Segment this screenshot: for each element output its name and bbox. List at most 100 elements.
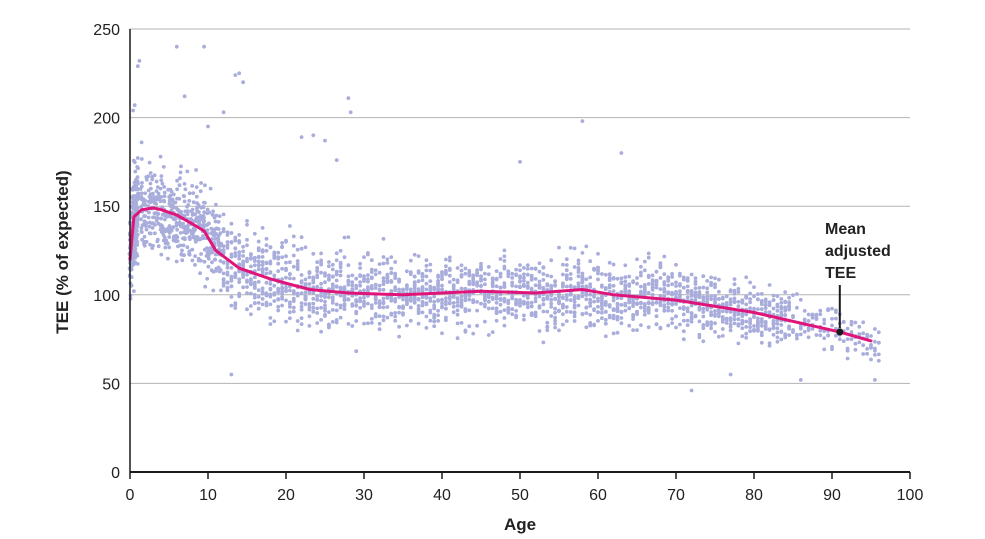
data-point <box>327 323 331 328</box>
data-point <box>432 299 437 304</box>
data-point <box>873 327 877 331</box>
data-point <box>522 284 526 288</box>
data-point <box>549 305 554 309</box>
data-point <box>451 283 456 287</box>
data-point <box>147 224 152 229</box>
data-point <box>169 228 174 233</box>
data-point <box>510 271 515 276</box>
data-point <box>183 187 188 192</box>
data-point <box>681 305 686 309</box>
data-point <box>424 263 429 268</box>
data-point <box>693 286 698 291</box>
data-point <box>166 187 171 192</box>
data-point <box>642 303 647 308</box>
data-point <box>233 301 238 306</box>
data-point <box>611 289 616 293</box>
data-point <box>869 357 873 362</box>
data-point <box>139 191 144 196</box>
data-point <box>654 285 659 290</box>
data-point <box>354 286 359 291</box>
data-point <box>522 313 526 318</box>
data-point <box>182 182 187 186</box>
data-point <box>213 219 218 224</box>
data-point <box>319 251 323 256</box>
data-point <box>205 250 210 255</box>
data-point <box>529 266 534 271</box>
data-point <box>467 273 472 278</box>
data-point <box>284 288 288 293</box>
data-point <box>693 290 698 295</box>
data-point <box>330 301 335 305</box>
x-tick-label: 10 <box>199 487 217 504</box>
data-point <box>205 276 210 281</box>
data-point <box>568 283 573 288</box>
data-point <box>662 254 667 259</box>
x-tick-label: 60 <box>589 487 607 504</box>
data-point <box>639 270 643 275</box>
data-point <box>412 295 417 299</box>
annotation-line-1: Mean <box>825 221 866 238</box>
data-point <box>494 300 499 305</box>
data-point <box>713 282 717 287</box>
data-point <box>385 315 390 320</box>
data-point <box>189 228 193 233</box>
data-point <box>740 321 745 326</box>
data-point <box>132 289 136 293</box>
data-point <box>658 326 663 331</box>
data-point <box>249 304 253 308</box>
data-point <box>272 292 277 297</box>
data-point <box>139 195 144 199</box>
data-point <box>744 319 749 324</box>
data-point <box>596 251 600 256</box>
data-point <box>405 269 409 274</box>
data-point <box>463 295 468 300</box>
data-point <box>327 264 331 269</box>
data-point <box>440 298 444 303</box>
data-point <box>584 244 589 249</box>
data-point <box>615 330 620 335</box>
data-point <box>845 348 850 353</box>
data-point <box>783 335 788 340</box>
data-point <box>158 186 163 191</box>
data-point <box>658 300 663 305</box>
data-point <box>646 290 651 295</box>
data-point <box>822 336 827 341</box>
data-point <box>553 318 557 323</box>
data-point <box>315 269 320 274</box>
data-point <box>678 322 682 327</box>
data-point <box>498 302 503 307</box>
data-point <box>303 302 308 306</box>
data-point <box>327 260 331 264</box>
data-point <box>806 328 811 333</box>
data-point <box>666 290 671 295</box>
data-point <box>697 295 702 300</box>
data-point <box>514 267 518 272</box>
data-point <box>693 282 698 286</box>
data-point <box>177 183 182 188</box>
data-point <box>381 255 386 259</box>
data-point <box>642 306 647 311</box>
data-point <box>619 316 624 320</box>
data-point <box>471 300 476 305</box>
data-point <box>771 306 776 311</box>
data-point <box>237 277 242 282</box>
data-point <box>459 273 464 277</box>
data-point <box>134 240 139 244</box>
data-point <box>432 316 437 320</box>
data-point <box>237 256 242 261</box>
data-point <box>674 284 678 288</box>
data-point <box>132 103 137 108</box>
data-point <box>186 203 191 207</box>
data-point <box>346 96 351 100</box>
data-point <box>330 274 335 279</box>
data-point <box>701 306 706 311</box>
data-point <box>428 296 433 301</box>
data-point <box>260 297 265 301</box>
data-point <box>381 276 386 281</box>
data-point <box>225 262 230 267</box>
data-point <box>362 299 366 304</box>
data-point <box>483 282 487 287</box>
data-point <box>245 243 249 248</box>
data-point <box>373 301 378 305</box>
data-point <box>159 216 163 221</box>
